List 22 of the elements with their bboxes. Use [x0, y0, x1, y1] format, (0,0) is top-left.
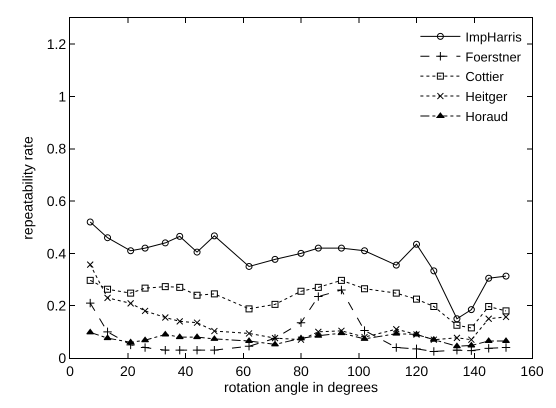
x-tick-label: 40: [178, 362, 194, 379]
legend-label: Horaud: [465, 109, 508, 124]
legend-label: ImpHarris: [465, 29, 522, 44]
x-tick-label: 160: [520, 362, 544, 379]
x-tick-label: 20: [120, 362, 136, 379]
x-tick-label: 120: [404, 362, 428, 379]
x-tick-label: 140: [462, 362, 486, 379]
legend-label: Foerstner: [465, 49, 522, 64]
y-tick-label: 0.6: [46, 192, 66, 209]
y-tick-label: 1.2: [46, 36, 66, 52]
y-tick-label: 1: [58, 88, 66, 104]
x-axis-title: rotation angle in degrees: [224, 379, 378, 396]
x-tick-label: 100: [347, 362, 371, 379]
y-tick-label: 0.2: [46, 298, 66, 314]
x-tick-label: 80: [293, 362, 309, 379]
y-axis-title: repeatability rate: [19, 136, 36, 240]
y-tick-label: 0.8: [46, 140, 66, 157]
y-tick-label: 0.4: [46, 245, 66, 262]
legend-label: Heitger: [465, 89, 508, 104]
x-tick-label: 60: [235, 362, 252, 379]
y-tick-label: 0: [58, 350, 66, 366]
legend-label: Cottier: [465, 69, 504, 84]
